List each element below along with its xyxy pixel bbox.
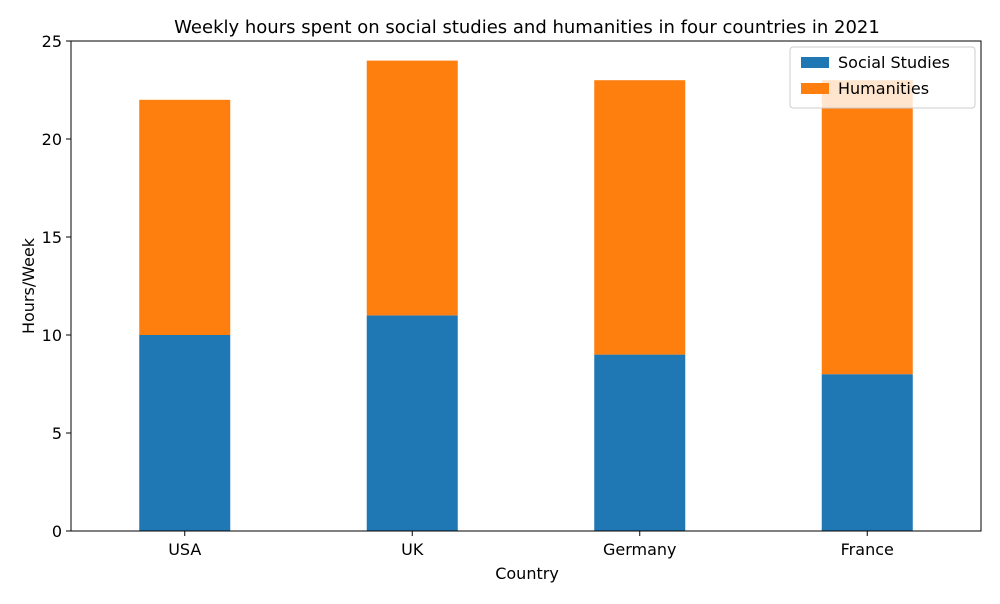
y-tick-label: 25 [42,32,62,51]
y-axis-label: Hours/Week [19,237,38,334]
bar-humanities-uk [366,60,458,316]
legend-label: Humanities [838,79,929,98]
legend-label: Social Studies [838,53,950,72]
y-tick-label: 10 [42,326,62,345]
y-tick-label: 0 [52,522,62,541]
x-tick-label: USA [168,540,201,559]
x-axis: USA UK Germany France [168,531,894,559]
plot-frame [70,40,982,532]
bar-social-studies-uk [366,315,458,531]
bar-social-studies-usa [139,335,231,531]
x-tick-label: France [841,540,894,559]
bars-layer [139,60,913,531]
x-tick-label: UK [401,540,424,559]
x-axis-label: Country [495,564,559,583]
legend: Social Studies Humanities [789,46,976,109]
y-axis: 0 5 10 15 20 25 [42,32,71,541]
legend-swatch [801,57,829,68]
x-tick-label: Germany [603,540,677,559]
y-tick-label: 5 [52,424,62,443]
bar-humanities-germany [594,80,686,355]
bar-social-studies-germany [594,354,686,531]
y-tick-label: 20 [42,130,62,149]
legend-box [789,46,976,109]
y-tick-label: 15 [42,228,62,247]
bar-humanities-france [821,80,913,375]
legend-swatch [801,83,829,94]
chart-title: Weekly hours spent on social studies and… [174,17,880,38]
bar-humanities-usa [139,99,231,335]
bar-social-studies-france [821,374,913,531]
